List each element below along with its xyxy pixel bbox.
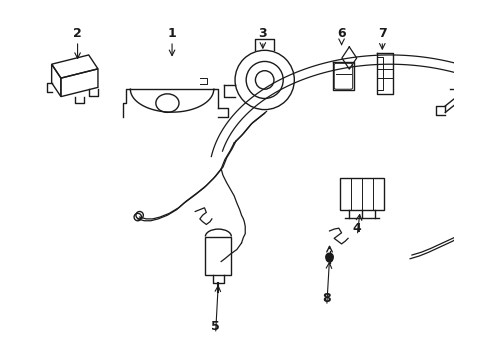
Text: 5: 5 — [211, 320, 220, 333]
Text: 4: 4 — [352, 222, 361, 235]
Circle shape — [325, 253, 332, 261]
Text: 8: 8 — [322, 292, 330, 305]
Bar — [205, 237, 231, 275]
Text: 9: 9 — [487, 27, 488, 40]
Text: 3: 3 — [258, 27, 266, 40]
Text: 7: 7 — [377, 27, 386, 40]
Text: 6: 6 — [337, 27, 345, 40]
Bar — [339, 178, 384, 210]
Text: 1: 1 — [167, 27, 176, 40]
Text: 2: 2 — [73, 27, 82, 40]
Circle shape — [325, 256, 332, 262]
